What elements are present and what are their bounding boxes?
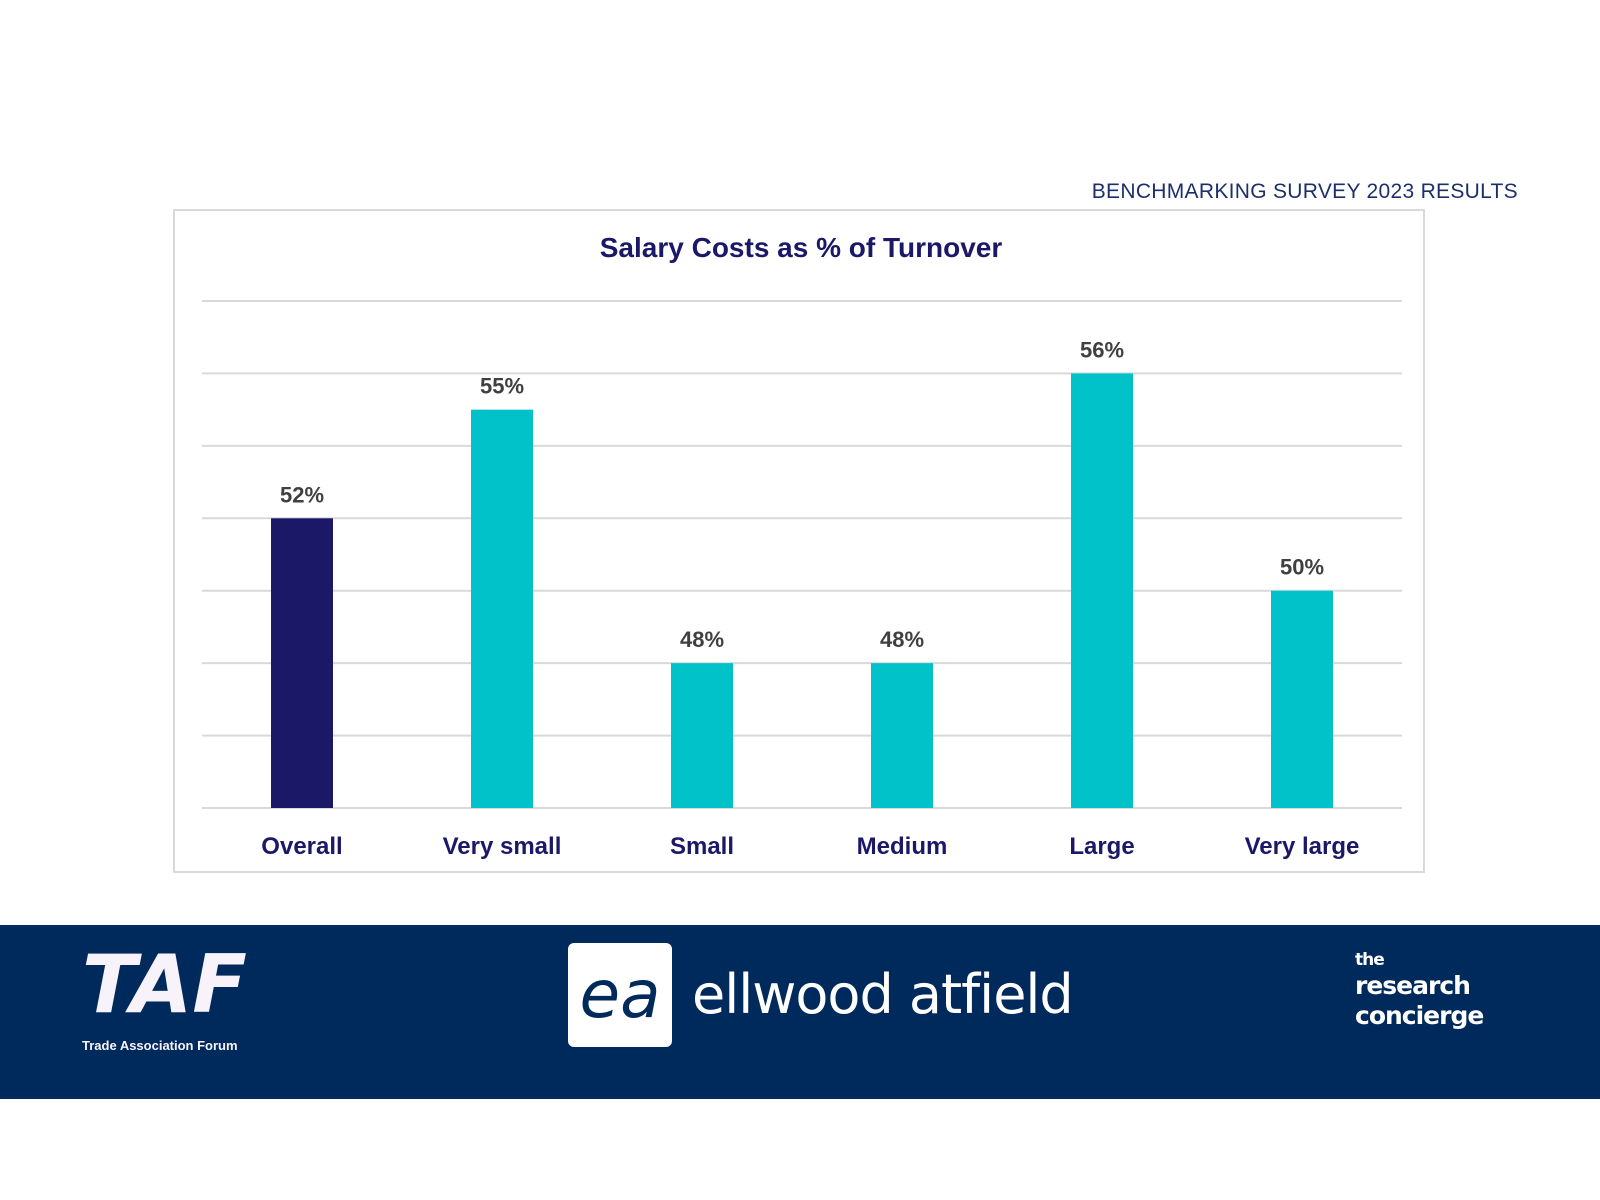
trc-the: the bbox=[1355, 950, 1385, 970]
bar-medium bbox=[871, 663, 933, 808]
data-label: 52% bbox=[280, 482, 324, 507]
research-concierge-logo: the research concierge bbox=[1355, 949, 1484, 1031]
bar-very-small bbox=[471, 409, 533, 808]
bar-overall bbox=[271, 518, 333, 808]
x-tick-label: Large bbox=[1069, 833, 1134, 860]
ea-name: ellwood atfield bbox=[692, 963, 1074, 1026]
x-tick-label: Very small bbox=[443, 833, 562, 860]
bar-very-large bbox=[1271, 590, 1333, 808]
taf-logo: TAF Trade Association Forum bbox=[82, 937, 247, 1055]
x-tick-label: Medium bbox=[857, 833, 948, 860]
x-tick-label: Overall bbox=[261, 833, 342, 860]
taf-subtitle: Trade Association Forum bbox=[82, 1038, 238, 1053]
chart-title: Salary Costs as % of Turnover bbox=[600, 232, 1003, 263]
taf-logo-mark: TAF bbox=[82, 938, 247, 1031]
x-tick-label: Very large bbox=[1245, 833, 1360, 860]
trc-concierge: concierge bbox=[1355, 1001, 1484, 1030]
bar-chart: Salary Costs as % of Turnover 52% Overall… bbox=[202, 232, 1402, 860]
data-label: 48% bbox=[880, 627, 924, 652]
bar-large bbox=[1071, 373, 1133, 808]
data-label: 48% bbox=[680, 627, 724, 652]
x-tick-label: Small bbox=[670, 833, 734, 860]
data-label: 56% bbox=[1080, 337, 1124, 362]
survey-label: BENCHMARKING SURVEY 2023 RESULTS bbox=[1091, 180, 1518, 203]
bar-small bbox=[671, 663, 733, 808]
ea-logo-mark: ea bbox=[568, 943, 672, 1047]
data-label: 55% bbox=[480, 374, 524, 399]
footer-banner: TAF Trade Association Forum ea ellwood a… bbox=[0, 925, 1600, 1099]
ellwood-atfield-logo: ea ellwood atfield bbox=[568, 943, 1074, 1047]
trc-research: research bbox=[1355, 971, 1471, 1000]
data-label: 50% bbox=[1280, 555, 1324, 580]
chart-frame: Salary Costs as % of Turnover 52% Overall… bbox=[173, 209, 1425, 873]
